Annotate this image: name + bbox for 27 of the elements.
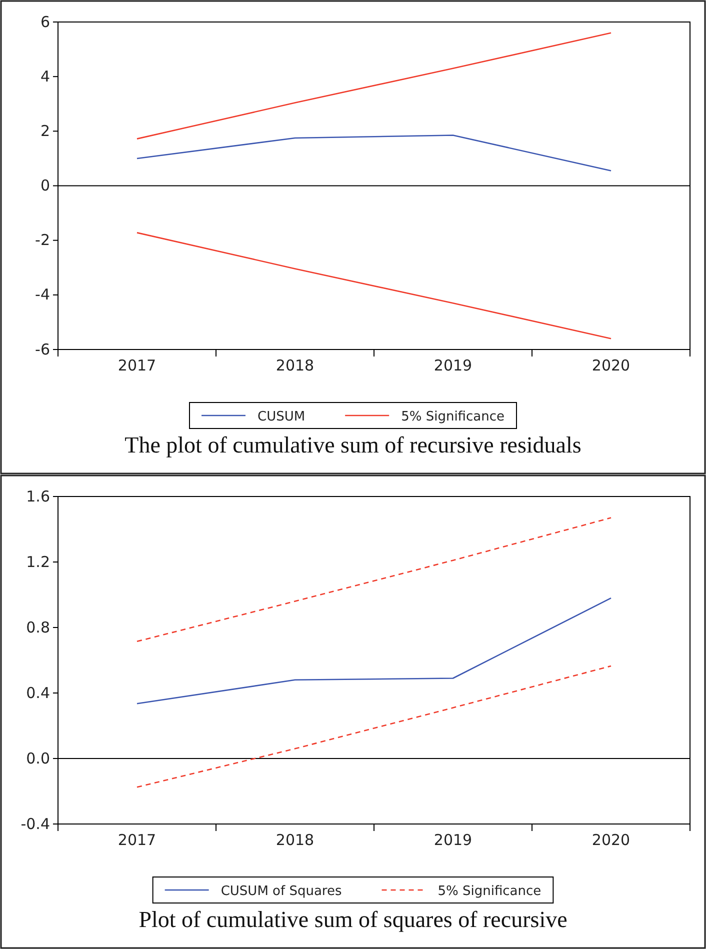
y-tick-label: 2 — [40, 122, 50, 140]
y-tick-label: -2 — [35, 231, 50, 250]
y-tick-label: 0.8 — [26, 618, 50, 636]
legend-label: CUSUM — [258, 410, 306, 424]
y-tick-label: 4 — [40, 67, 50, 86]
y-tick-label: 0 — [40, 176, 50, 195]
y-tick-label: 1.6 — [26, 487, 50, 506]
x-tick-label: 2020 — [592, 831, 630, 849]
x-tick-label: 2017 — [118, 831, 156, 849]
y-tick-label: -6 — [35, 340, 50, 358]
x-tick-label: 2018 — [276, 356, 314, 374]
x-tick-label: 2017 — [118, 356, 156, 374]
y-tick-label: -4 — [35, 286, 50, 304]
text: The plot of cumulative sum of recursive residuals — [124, 432, 582, 458]
text: Plot of cumulative sum of squares of recursive — [138, 907, 568, 932]
y-tick-label: -0.4 — [20, 814, 50, 833]
x-tick-label: 2019 — [434, 831, 472, 849]
legend-label: CUSUM of Squares — [220, 884, 342, 899]
y-tick-label: 0.4 — [26, 684, 50, 702]
x-tick-label: 2019 — [434, 356, 472, 374]
legend-label: 5% Significance — [401, 410, 504, 424]
legend-label: 5% Significance — [438, 884, 542, 899]
x-tick-label: 2020 — [592, 356, 630, 374]
y-tick-label: 1.2 — [26, 552, 50, 571]
x-tick-label: 2018 — [276, 831, 314, 849]
y-tick-label: 0.0 — [26, 749, 50, 768]
y-tick-label: 6 — [40, 12, 50, 31]
